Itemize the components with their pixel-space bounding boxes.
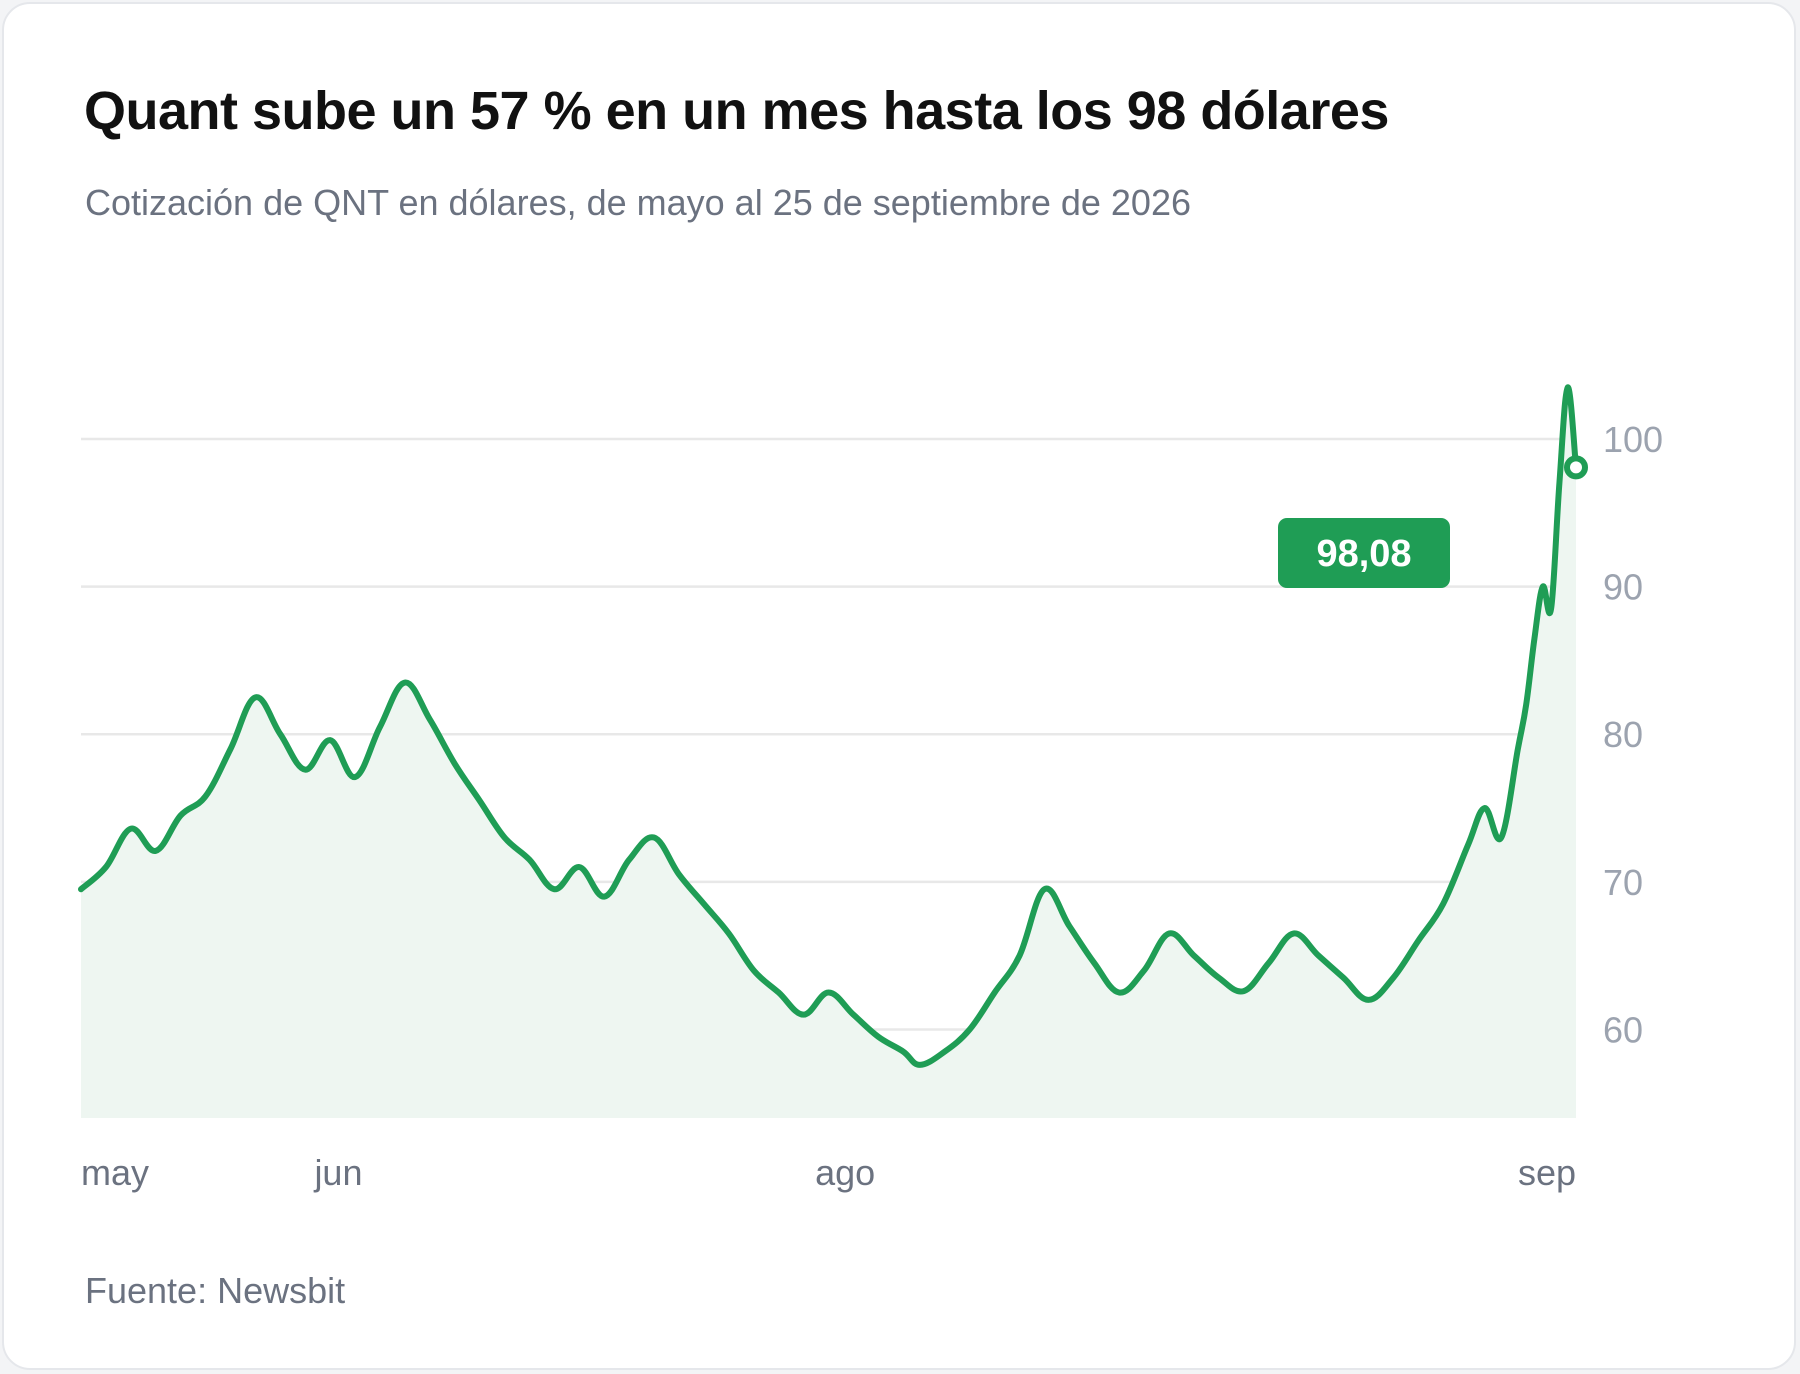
chart-title: Quant sube un 57 % en un mes hasta los 9… [84,81,1389,141]
x-tick-label: sep [1518,1152,1576,1193]
y-tick-label: 90 [1603,567,1643,608]
x-tick-label: jun [313,1152,362,1193]
y-tick-label: 70 [1603,862,1643,903]
x-tick-label: ago [815,1152,875,1193]
source-note: Fuente: Newsbit [85,1270,346,1311]
last-price-marker [1564,455,1588,480]
last-price-label: 98,08 [1316,533,1411,575]
chart-subtitle: Cotización de QNT en dólares, de mayo al… [85,182,1191,223]
price-line [78,384,1579,1068]
last-price-badge-box [1278,518,1450,588]
last-price-badge: 98,08 [1278,518,1450,588]
x-tick-label: may [81,1152,149,1193]
y-tick-label: 100 [1603,419,1663,460]
price-area [81,387,1576,1119]
x-axis-ticks: may jun ago sep [81,1152,1576,1193]
y-tick-label: 60 [1603,1009,1643,1050]
y-axis-ticks: 60 70 80 90 100 [1603,419,1663,1050]
y-tick-label: 80 [1603,714,1643,755]
